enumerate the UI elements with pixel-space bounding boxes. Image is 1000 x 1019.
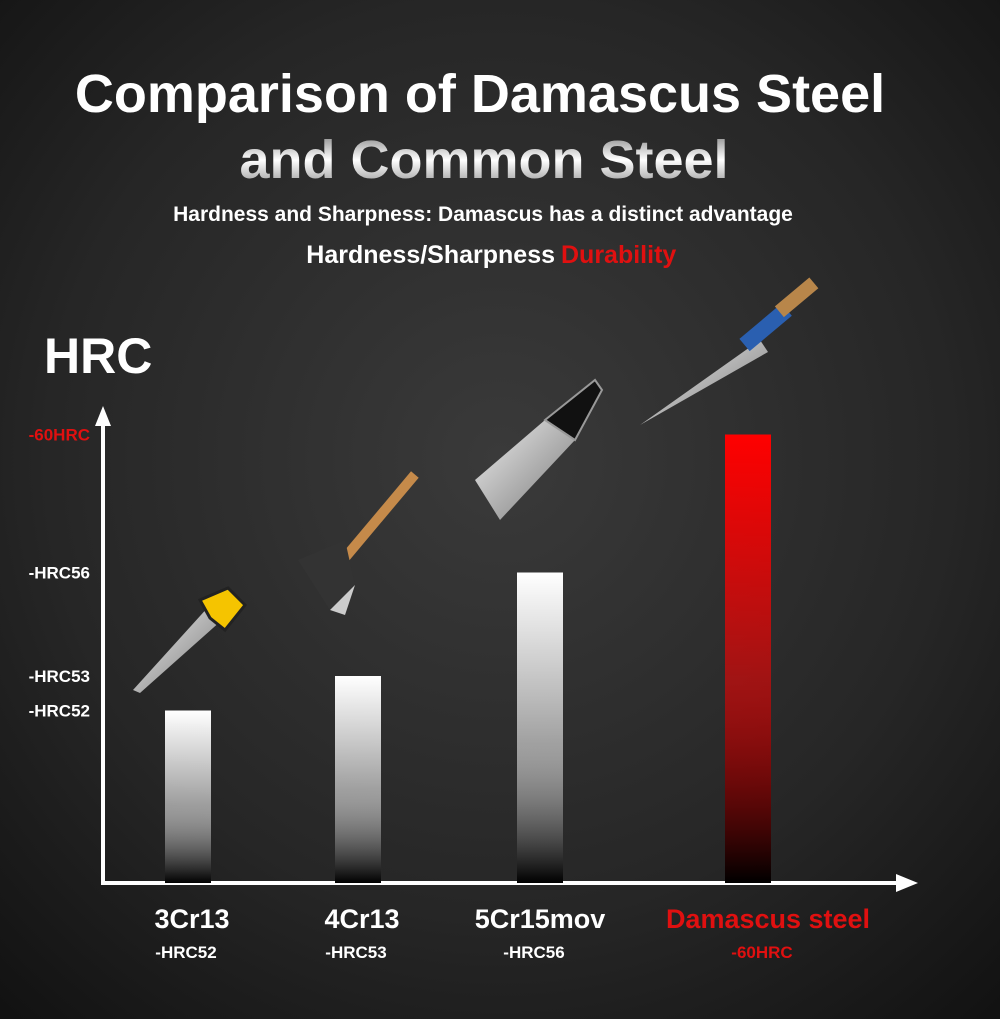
bar xyxy=(725,434,771,883)
y-axis-label: HRC xyxy=(44,328,152,384)
x-tick-label: 3Cr13 xyxy=(154,904,229,934)
axe-icon xyxy=(298,471,419,615)
annotation: Durability xyxy=(561,241,676,269)
value-label: -60HRC xyxy=(731,943,792,962)
cleaver-icon xyxy=(475,378,604,520)
annotation: Hardness/Sharpness xyxy=(306,241,555,269)
y-tick-label: -HRC53 xyxy=(29,667,90,686)
x-tick-label: 4Cr13 xyxy=(324,904,399,934)
value-label: -HRC56 xyxy=(503,943,564,962)
x-tick-label: Damascus steel xyxy=(666,904,870,934)
y-tick-label: -HRC52 xyxy=(29,702,90,721)
bar xyxy=(165,710,211,883)
bar xyxy=(517,572,563,883)
title-line: and Common Steel xyxy=(239,130,728,190)
bar xyxy=(335,676,381,883)
title-line: Comparison of Damascus Steel xyxy=(75,64,885,124)
x-axis-arrow xyxy=(896,874,918,892)
saw-icon xyxy=(133,586,248,693)
subtitle: Hardness and Sharpness: Damascus has a d… xyxy=(173,203,793,226)
value-label: -HRC52 xyxy=(155,943,216,962)
value-label: -HRC53 xyxy=(325,943,386,962)
x-tick-label: 5Cr15mov xyxy=(475,904,606,934)
y-tick-label: -60HRC xyxy=(29,426,90,445)
y-axis-arrow xyxy=(95,406,111,426)
chef-knife-icon xyxy=(640,277,819,425)
y-tick-label: -HRC56 xyxy=(29,564,90,583)
